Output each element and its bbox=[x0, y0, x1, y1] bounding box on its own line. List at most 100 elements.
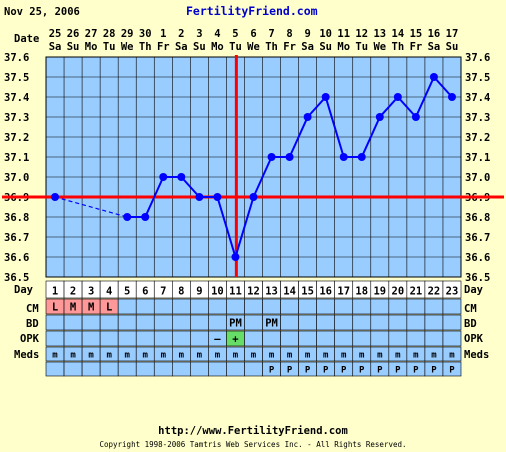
row-label-meds-right: Meds bbox=[464, 349, 489, 361]
temp-point bbox=[411, 113, 420, 121]
weekday-label: Fr bbox=[283, 41, 296, 53]
meds-value: P bbox=[395, 366, 401, 376]
temp-line-segment bbox=[324, 96, 345, 158]
date-label: 13 bbox=[373, 28, 386, 40]
day-number: 5 bbox=[124, 286, 130, 298]
meds-value: m bbox=[305, 351, 311, 361]
row-label-cm-right: CM bbox=[464, 303, 477, 315]
opk-cell bbox=[172, 330, 191, 347]
bd-cell bbox=[280, 314, 299, 331]
date-label: 6 bbox=[250, 28, 256, 40]
temp-line-segment bbox=[216, 196, 237, 258]
meds-cell bbox=[208, 361, 227, 377]
date-label: 14 bbox=[392, 28, 405, 40]
y-tick-label-left: 37.3 bbox=[4, 112, 29, 124]
temp-point bbox=[393, 93, 402, 101]
y-tick-label-right: 37.3 bbox=[465, 112, 490, 124]
meds-cell bbox=[244, 361, 263, 377]
bd-cell bbox=[352, 314, 372, 331]
weekday-label: We bbox=[247, 41, 260, 53]
date-label: 28 bbox=[103, 28, 116, 40]
chart-date: Nov 25, 2006 bbox=[4, 6, 80, 18]
day-number: 3 bbox=[88, 286, 94, 298]
temp-point bbox=[447, 93, 456, 101]
day-number: 23 bbox=[446, 286, 459, 298]
cm-cell bbox=[172, 298, 191, 315]
meds-cell bbox=[81, 361, 101, 377]
meds-cell bbox=[63, 361, 83, 377]
meds-cell bbox=[442, 361, 462, 377]
meds-value: P bbox=[323, 366, 329, 376]
meds-value: P bbox=[269, 366, 275, 376]
meds-value: m bbox=[88, 351, 94, 361]
temp-point bbox=[231, 253, 240, 261]
footer-copyright: Copyright 1998-2006 Tamtris Web Services… bbox=[99, 440, 406, 449]
meds-value: m bbox=[179, 351, 185, 361]
opk-cell bbox=[63, 330, 83, 347]
y-tick-label-right: 36.6 bbox=[465, 252, 490, 264]
temp-point bbox=[213, 193, 222, 201]
bd-cell bbox=[406, 314, 426, 331]
bd-cell bbox=[153, 314, 173, 331]
cm-cell bbox=[406, 298, 426, 315]
date-label: 10 bbox=[319, 28, 332, 40]
site-title[interactable]: FertilityFriend.com bbox=[186, 4, 318, 18]
weekday-label: Sa bbox=[428, 41, 441, 53]
temp-point bbox=[321, 93, 330, 101]
temp-point bbox=[357, 153, 366, 161]
date-label: 7 bbox=[268, 28, 274, 40]
day-number: 18 bbox=[355, 286, 368, 298]
temp-point bbox=[339, 153, 348, 161]
opk-cell bbox=[135, 330, 155, 347]
cm-cell bbox=[208, 298, 227, 315]
meds-cell bbox=[99, 361, 119, 377]
temp-point bbox=[51, 193, 60, 201]
y-tick-label-right: 36.7 bbox=[465, 232, 490, 244]
weekday-label: Mo bbox=[337, 41, 350, 53]
cm-cell bbox=[262, 298, 281, 315]
day-number: 7 bbox=[160, 286, 166, 298]
weekday-label: Sa bbox=[49, 41, 62, 53]
day-number: 6 bbox=[142, 286, 148, 298]
bd-cell bbox=[316, 314, 335, 331]
cm-value: L bbox=[52, 302, 58, 314]
opk-cell bbox=[117, 330, 137, 347]
meds-value: m bbox=[323, 351, 329, 361]
opk-cell bbox=[244, 330, 263, 347]
meds-value: P bbox=[449, 366, 455, 376]
meds-cell bbox=[172, 361, 191, 377]
meds-value: m bbox=[413, 351, 419, 361]
weekday-label: Tu bbox=[103, 41, 116, 53]
weekday-label: Su bbox=[319, 41, 332, 53]
meds-cell bbox=[226, 361, 245, 377]
footer-url[interactable]: http://www.FertilityFriend.com bbox=[158, 425, 348, 437]
row-label-cm: CM bbox=[26, 303, 39, 315]
y-tick-label-right: 36.8 bbox=[465, 212, 490, 224]
row-label-bd: BD bbox=[26, 318, 39, 330]
temp-line-segment bbox=[379, 96, 399, 118]
weekday-label: We bbox=[373, 41, 386, 53]
temp-line-segment bbox=[360, 116, 381, 158]
temp-point bbox=[285, 153, 294, 161]
opk-cell bbox=[45, 330, 65, 347]
weekday-label: Su bbox=[67, 41, 80, 53]
date-label: 2 bbox=[178, 28, 184, 40]
meds-value: m bbox=[359, 351, 365, 361]
date-label: 16 bbox=[428, 28, 441, 40]
bd-cell bbox=[388, 314, 408, 331]
day-number: 13 bbox=[265, 286, 278, 298]
opk-cell bbox=[280, 330, 299, 347]
row-label-day-right: Day bbox=[464, 284, 484, 296]
temp-point bbox=[177, 173, 186, 181]
temp-line-segment bbox=[144, 176, 165, 218]
date-label: 12 bbox=[355, 28, 368, 40]
day-number: 11 bbox=[229, 286, 242, 298]
cm-cell bbox=[316, 298, 335, 315]
temp-line-segment bbox=[288, 116, 309, 158]
opk-cell bbox=[406, 330, 426, 347]
meds-value: m bbox=[106, 351, 112, 361]
day-cell bbox=[442, 280, 462, 299]
day-number: 22 bbox=[428, 286, 441, 298]
day-number: 14 bbox=[283, 286, 296, 298]
meds-value: m bbox=[431, 351, 437, 361]
